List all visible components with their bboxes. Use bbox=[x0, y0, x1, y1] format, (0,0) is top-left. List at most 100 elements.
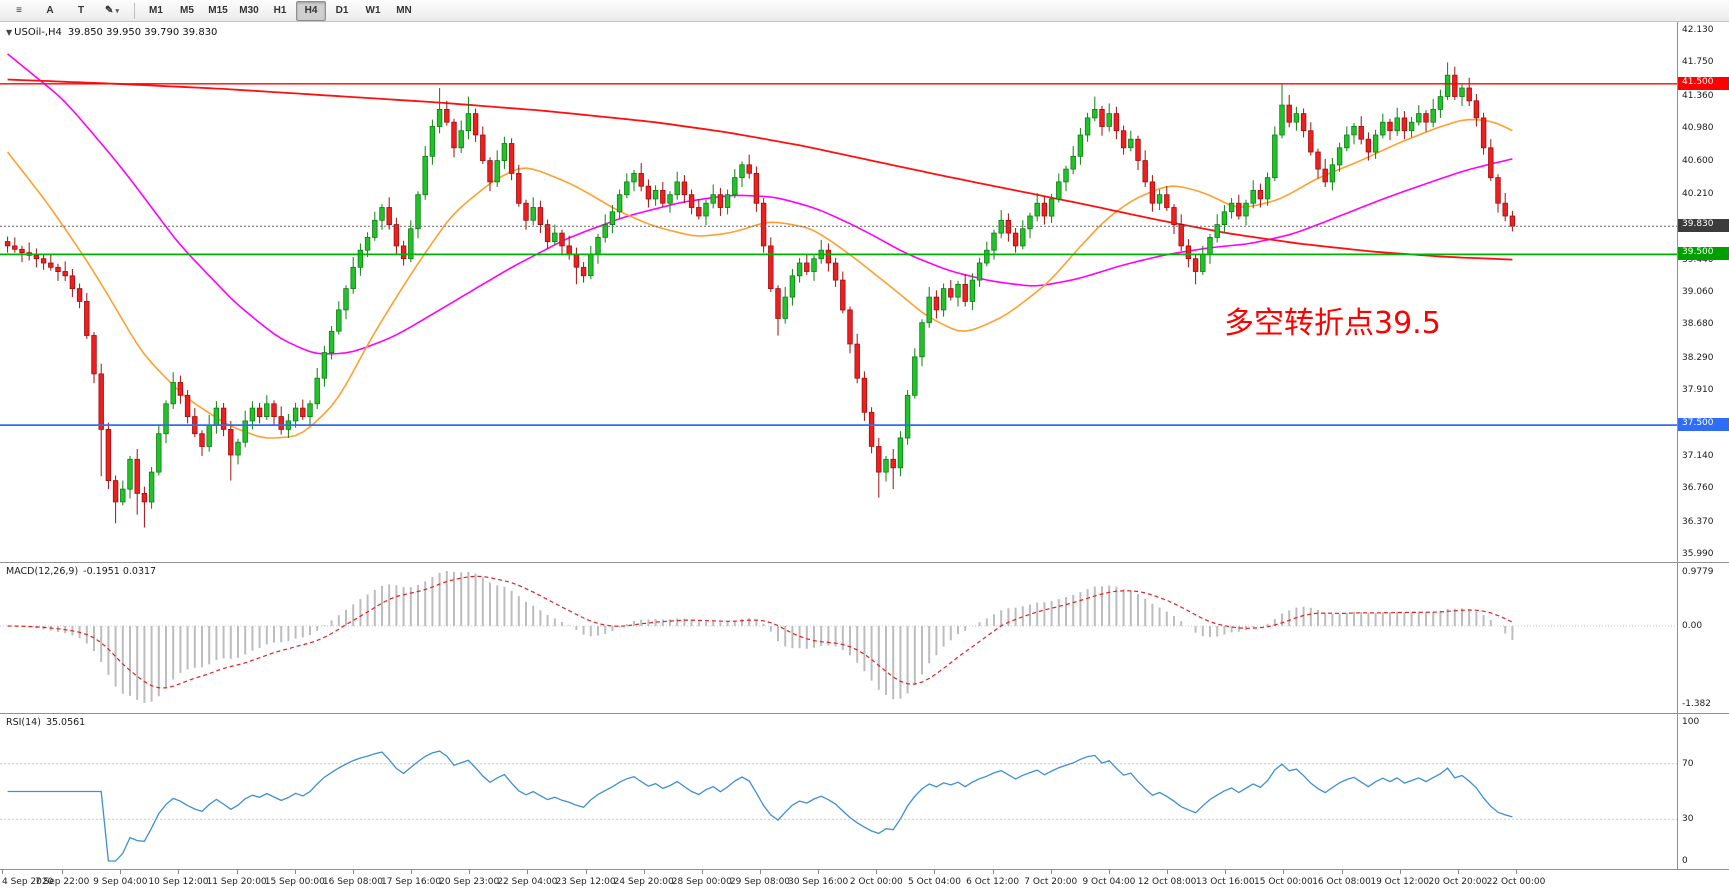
time-tick bbox=[469, 870, 471, 874]
price-level-badge: 37.500 bbox=[1678, 418, 1729, 432]
time-tick bbox=[1167, 870, 1169, 874]
price-chart-plot[interactable] bbox=[0, 22, 1677, 562]
symbol-period-label: USOil-,H4 bbox=[14, 27, 62, 38]
arrow-tool-button[interactable]: A bbox=[35, 1, 65, 21]
time-tick bbox=[411, 870, 413, 874]
timeframe-m15-button[interactable]: M15 bbox=[208, 5, 228, 16]
time-tick bbox=[1225, 870, 1227, 874]
time-axis-label: 9 Sep 04:00 bbox=[93, 877, 148, 887]
time-tick bbox=[1108, 870, 1110, 874]
macd-plot[interactable] bbox=[0, 563, 1677, 713]
rsi-name: RSI(14) bbox=[6, 717, 41, 728]
time-tick bbox=[294, 870, 296, 874]
rsi-axis-label: 70 bbox=[1682, 758, 1694, 769]
time-tick bbox=[992, 870, 994, 874]
time-tick bbox=[1050, 870, 1052, 874]
time-axis-label: 2 Oct 00:00 bbox=[849, 877, 903, 887]
time-tick bbox=[1283, 870, 1285, 874]
price-axis-label: 40.980 bbox=[1682, 123, 1714, 134]
draw-tool-button[interactable]: ✎ ▾ bbox=[97, 1, 127, 21]
time-tick bbox=[178, 870, 180, 874]
rsi-axis-label: 30 bbox=[1682, 814, 1694, 825]
price-level-badge: 41.500 bbox=[1678, 76, 1729, 90]
rsi-label: RSI(14) 35.0561 bbox=[6, 717, 85, 728]
time-axis[interactable]: 4 Sep 2020 7 Sep 22:00 9 Sep 04:00 10 Sep 1… bbox=[0, 869, 1729, 893]
macd-axis[interactable]: 0.9779 0.00 -1.382 bbox=[1677, 563, 1729, 713]
timeframe-m30-button[interactable]: M30 bbox=[239, 5, 259, 16]
price-axis[interactable]: 42.130 41.750 41.360 40.980 40.600 40.210 39.8… bbox=[1677, 22, 1729, 562]
price-axis-label: 40.600 bbox=[1682, 155, 1714, 166]
price-axis-label: 36.760 bbox=[1682, 483, 1714, 494]
time-axis-label: 23 Sep 12:00 bbox=[555, 877, 616, 887]
time-tick bbox=[934, 870, 936, 874]
timeframe-h1-button[interactable]: H1 bbox=[273, 5, 287, 16]
time-axis-label: 29 Sep 08:00 bbox=[729, 877, 791, 887]
time-tick bbox=[2, 870, 3, 874]
macd-values: -0.1951 0.0317 bbox=[83, 566, 157, 577]
symbol-marker-icon: ▼ bbox=[6, 28, 13, 37]
time-axis-label: 20 Oct 20:00 bbox=[1428, 877, 1488, 887]
time-axis-label: 17 Sep 16:00 bbox=[381, 877, 442, 887]
price-axis-label: 41.750 bbox=[1682, 57, 1714, 68]
time-tick bbox=[1457, 870, 1459, 874]
time-tick bbox=[1516, 870, 1517, 874]
price-chart-panel: ▼ USOil-,H4 39.850 39.950 39.790 39.830 多空… bbox=[0, 22, 1729, 562]
time-tick bbox=[120, 870, 122, 874]
time-tick bbox=[701, 870, 703, 874]
price-axis-label: 38.680 bbox=[1682, 319, 1714, 330]
timeframe-d1-button[interactable]: D1 bbox=[335, 5, 349, 16]
time-axis-label: 15 Sep 00:00 bbox=[264, 877, 325, 887]
ohlc-values: 39.850 39.950 39.790 39.830 bbox=[67, 27, 218, 38]
price-axis-label: 37.910 bbox=[1682, 385, 1714, 396]
macd-axis-label: -1.382 bbox=[1682, 699, 1712, 709]
pencil-icon: ✎ bbox=[105, 5, 114, 16]
time-tick bbox=[62, 870, 64, 874]
time-axis-label: 16 Sep 08:00 bbox=[322, 877, 383, 887]
time-axis-label: 30 Sep 16:00 bbox=[788, 877, 849, 887]
macd-name: MACD(12,26,9) bbox=[6, 566, 79, 577]
price-axis-label: 37.140 bbox=[1682, 450, 1714, 461]
timeframe-h4-button[interactable]: H4 bbox=[296, 0, 326, 21]
time-axis-label: 7 Sep 22:00 bbox=[34, 877, 90, 887]
time-tick bbox=[760, 870, 761, 874]
rsi-plot[interactable] bbox=[0, 714, 1677, 869]
macd-axis-label: 0.00 bbox=[1682, 621, 1703, 631]
price-axis-label: 35.990 bbox=[1682, 549, 1714, 559]
text-tool-glyph: T bbox=[77, 5, 85, 16]
time-tick bbox=[818, 870, 820, 874]
time-axis-label: 10 Sep 12:00 bbox=[148, 877, 209, 887]
chevron-down-icon: ▾ bbox=[115, 7, 119, 15]
timeframe-mn-button[interactable]: MN bbox=[396, 5, 412, 16]
time-axis-label: 15 Oct 00:00 bbox=[1254, 877, 1313, 887]
time-axis-label: 22 Sep 04:00 bbox=[497, 877, 558, 887]
rsi-axis-label: 0 bbox=[1682, 856, 1688, 866]
price-level-badge: 39.830 bbox=[1678, 219, 1729, 233]
chart-annotation-text[interactable]: 多空转折点39.5 bbox=[1224, 306, 1441, 341]
time-tick bbox=[1399, 870, 1401, 874]
menu-glyph: ≡ bbox=[16, 5, 22, 16]
time-tick bbox=[352, 870, 354, 874]
timeframe-m5-button[interactable]: M5 bbox=[180, 5, 194, 16]
price-axis-label: 41.360 bbox=[1682, 90, 1714, 101]
time-axis-label: 6 Oct 12:00 bbox=[966, 877, 1020, 887]
time-axis-label: 28 Sep 00:00 bbox=[671, 877, 732, 887]
time-axis-label: 16 Oct 08:00 bbox=[1312, 877, 1371, 887]
timeframe-w1-button[interactable]: W1 bbox=[365, 5, 381, 16]
time-tick bbox=[643, 870, 645, 874]
chart-menu-icon[interactable]: ≡ bbox=[4, 1, 34, 21]
time-axis-label: 9 Oct 04:00 bbox=[1082, 877, 1136, 887]
toolbar-divider bbox=[134, 2, 135, 19]
chart-title: ▼ USOil-,H4 39.850 39.950 39.790 39.830 bbox=[6, 27, 217, 38]
price-axis-label: 39.060 bbox=[1682, 287, 1714, 297]
rsi-value: 35.0561 bbox=[45, 717, 86, 728]
rsi-axis[interactable]: 100 70 30 0 bbox=[1677, 714, 1729, 869]
text-tool-button[interactable]: T bbox=[66, 1, 96, 21]
time-tick bbox=[1341, 870, 1343, 874]
timeframe-m1-button[interactable]: M1 bbox=[149, 5, 163, 16]
price-axis-label: 38.290 bbox=[1682, 352, 1714, 363]
time-axis-label: 24 Sep 20:00 bbox=[613, 877, 674, 887]
rsi-axis-label: 100 bbox=[1682, 717, 1700, 727]
time-axis-label: 5 Oct 04:00 bbox=[907, 877, 961, 887]
time-tick bbox=[876, 870, 878, 874]
